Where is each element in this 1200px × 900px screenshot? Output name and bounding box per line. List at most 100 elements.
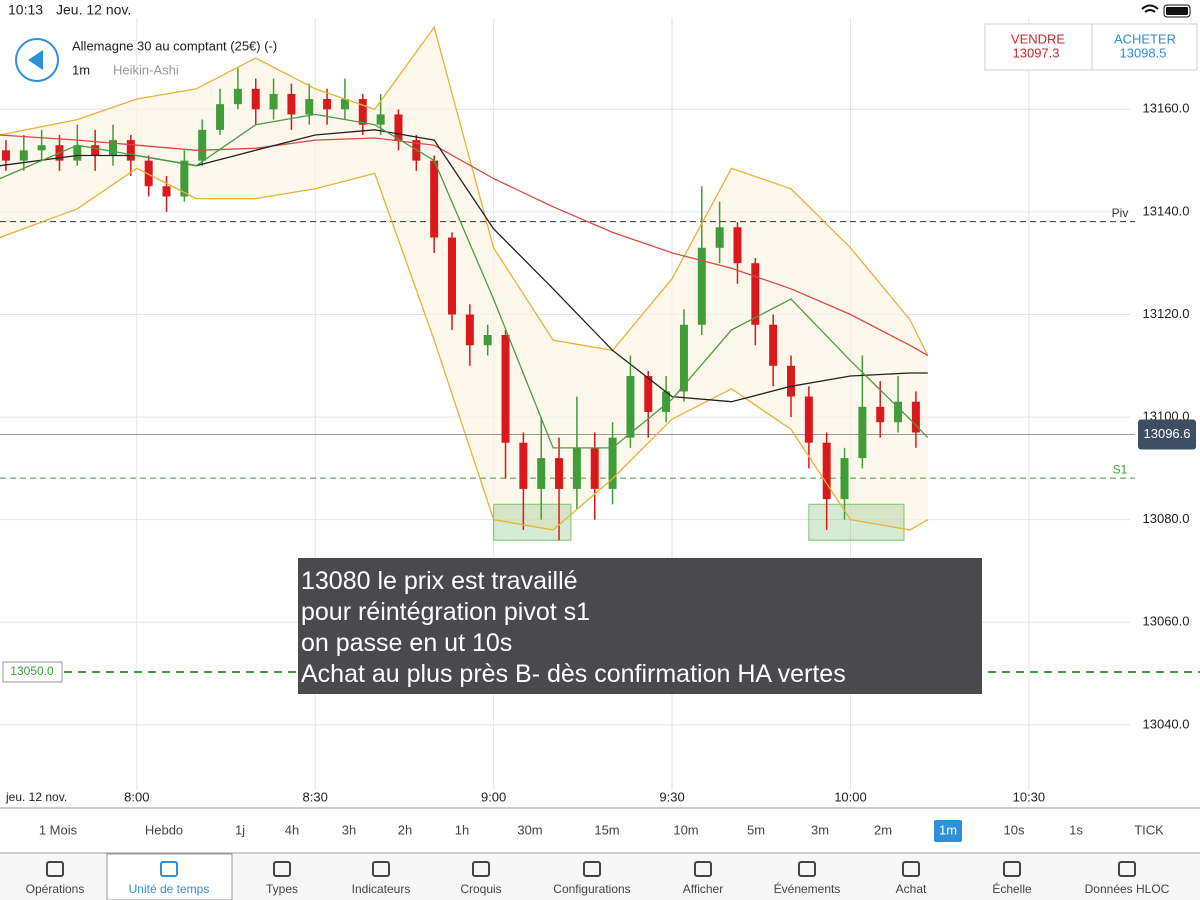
candle-body [608, 437, 617, 489]
timeframe-option[interactable]: 4h [285, 822, 299, 837]
battery-level [1166, 7, 1188, 15]
timeframe-option[interactable]: 30m [517, 822, 542, 837]
sell-price: 13097.3 [1013, 45, 1060, 60]
timeframe-option[interactable]: 2m [874, 822, 892, 837]
candle-body [162, 186, 171, 197]
timeframe-option[interactable]: 15m [594, 822, 619, 837]
candle-body [37, 145, 46, 151]
candle-body [91, 145, 100, 156]
tab-label[interactable]: Données HLOC [1085, 882, 1170, 896]
candle-body [644, 376, 653, 412]
timeframe-label: 1m [72, 62, 90, 77]
candle-body [465, 314, 474, 346]
timeframe-option[interactable]: TICK [1134, 822, 1164, 837]
annotation: 13080 le prix est travaillé pour réintégr… [301, 567, 846, 688]
candle-body [858, 406, 867, 459]
candle-body [251, 88, 260, 110]
candle-body [787, 365, 795, 397]
tab-label[interactable]: Indicateurs [352, 882, 411, 896]
x-tick-label: 8:30 [303, 789, 328, 804]
y-tick-label: 13120.0 [1143, 306, 1190, 321]
indicator-line [0, 25, 929, 356]
candle-body [697, 247, 706, 325]
x-tick-label: 8:00 [124, 789, 149, 804]
timeframe-option[interactable]: 1j [235, 822, 245, 837]
timeframe-option[interactable]: 10s [1004, 822, 1025, 837]
indicator-line [0, 113, 929, 449]
candle-body [751, 263, 760, 325]
instrument-name: Allemagne 30 au comptant (25€) (-) [72, 38, 277, 53]
candle-body [233, 88, 242, 105]
candle-body [911, 401, 920, 433]
timeframe-option[interactable]: 1h [455, 822, 469, 837]
y-tick-label: 13080.0 [1143, 511, 1190, 526]
tab-label[interactable]: Opérations [26, 882, 85, 896]
clock: 10:13 [8, 2, 43, 18]
candle-body [572, 447, 581, 489]
bottom-controls: 1 Mois Hebdo 1j 4h 3h 2h 1h 30m 15m 10m 5m 3m 2m 1m 10… [26, 820, 1170, 900]
x-tick-label: 9:30 [659, 789, 684, 804]
tab-icon [798, 861, 816, 877]
buy-price: 13098.5 [1120, 45, 1167, 60]
tab-icon [46, 861, 64, 877]
price-tag-label: 13096.6 [1144, 426, 1191, 441]
timeframe-option[interactable]: 3h [342, 822, 356, 837]
tab-label[interactable]: Échelle [992, 881, 1032, 896]
candle-body [894, 401, 903, 423]
level-label: Piv [1112, 206, 1129, 220]
x-tick-label: 10:30 [1013, 789, 1046, 804]
candle-body [216, 104, 225, 130]
candle-body [340, 99, 349, 110]
tab-icon [1118, 861, 1136, 877]
candle-body [626, 376, 635, 438]
tab-label[interactable]: Afficher [683, 882, 723, 896]
candle-body [840, 458, 849, 500]
quote-box [984, 23, 1198, 71]
timeframe-option[interactable]: 3m [811, 822, 829, 837]
timeframe-option[interactable]: 5m [747, 822, 765, 837]
y-tick-label: 13140.0 [1143, 203, 1190, 218]
timeframe-option[interactable]: 2h [398, 822, 412, 837]
candle-body [126, 140, 135, 161]
tab-label[interactable]: Croquis [460, 882, 501, 896]
tab-label[interactable]: Achat [896, 882, 927, 896]
candle-body [198, 129, 207, 161]
timeframe-option[interactable]: 1m [939, 822, 957, 837]
candle-body [555, 458, 564, 489]
timeframe-option[interactable]: 10m [673, 822, 698, 837]
candle-body [501, 335, 510, 443]
price-tag [1138, 419, 1196, 450]
back-arrow [28, 50, 43, 70]
tab-label[interactable]: Événements [774, 881, 841, 896]
band-fill [0, 27, 928, 530]
tab-icon [160, 861, 178, 877]
zone [808, 503, 905, 541]
indicator-line [0, 134, 929, 357]
candle-body [822, 442, 831, 500]
tab-icon [1003, 861, 1021, 877]
tab-label[interactable]: Unité de temps [129, 882, 210, 896]
timeframe-option[interactable]: Hebdo [145, 822, 183, 837]
x-tick-label: 9:00 [481, 789, 506, 804]
tab-icon [472, 861, 490, 877]
annotation-line: pour réintégration pivot s1 [301, 598, 590, 626]
candle-body [376, 114, 385, 125]
candle-body [144, 160, 153, 187]
y-tick-label: 13040.0 [1143, 716, 1190, 731]
candle-body [287, 93, 296, 115]
candle-body [483, 335, 492, 346]
candle-body [876, 406, 885, 423]
candle-body [19, 150, 28, 161]
timeframe-option[interactable]: 1s [1069, 822, 1083, 837]
timeframe-option[interactable]: 1 Mois [39, 822, 78, 837]
tab-label[interactable]: Configurations [553, 882, 630, 896]
candle-body [804, 396, 813, 443]
tab-label[interactable]: Types [266, 882, 298, 896]
tab-icon [372, 861, 390, 877]
alert-tag[interactable] [2, 661, 63, 683]
candle-body [662, 391, 671, 412]
tab-icon [694, 861, 712, 877]
buy-label: ACHETER [1114, 31, 1176, 46]
